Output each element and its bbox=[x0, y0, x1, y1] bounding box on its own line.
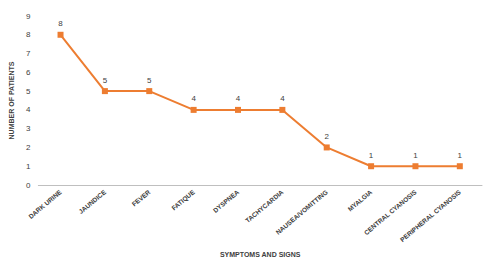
svg-text:5: 5 bbox=[26, 87, 31, 96]
svg-text:7: 7 bbox=[26, 49, 31, 58]
svg-text:1: 1 bbox=[369, 151, 374, 160]
svg-text:1: 1 bbox=[413, 151, 418, 160]
svg-text:4: 4 bbox=[236, 94, 241, 103]
svg-text:2: 2 bbox=[26, 143, 31, 152]
svg-text:FEVER: FEVER bbox=[130, 188, 151, 207]
svg-text:NUMBER OF PATIENTS: NUMBER OF PATIENTS bbox=[8, 61, 15, 139]
svg-text:CENTRAL CYANOSIS: CENTRAL CYANOSIS bbox=[362, 188, 418, 237]
svg-text:JAUNDICE: JAUNDICE bbox=[77, 188, 107, 215]
svg-text:SYMPTOMS AND SIGNS: SYMPTOMS AND SIGNS bbox=[220, 251, 301, 258]
svg-text:8: 8 bbox=[58, 19, 63, 28]
svg-text:4: 4 bbox=[191, 94, 196, 103]
svg-text:2: 2 bbox=[324, 132, 329, 141]
svg-text:MYALGIA: MYALGIA bbox=[346, 188, 373, 212]
svg-text:8: 8 bbox=[26, 30, 31, 39]
svg-text:4: 4 bbox=[26, 105, 31, 114]
svg-text:5: 5 bbox=[103, 76, 108, 85]
svg-text:3: 3 bbox=[26, 124, 31, 133]
svg-text:DARK URINE: DARK URINE bbox=[27, 188, 63, 220]
svg-text:5: 5 bbox=[147, 76, 152, 85]
svg-text:NAUSEA/VOMITTING: NAUSEA/VOMITTING bbox=[274, 188, 329, 235]
svg-text:DYSPNEA: DYSPNEA bbox=[212, 188, 241, 214]
svg-text:1: 1 bbox=[458, 151, 463, 160]
svg-text:FATIQUE: FATIQUE bbox=[170, 188, 197, 212]
svg-text:TACHYCARDIA: TACHYCARDIA bbox=[244, 188, 285, 224]
svg-text:9: 9 bbox=[26, 12, 31, 21]
svg-text:0: 0 bbox=[26, 181, 31, 190]
svg-text:6: 6 bbox=[26, 68, 31, 77]
svg-text:PERIPHERAL CYANOSIS: PERIPHERAL CYANOSIS bbox=[399, 188, 463, 243]
svg-text:4: 4 bbox=[280, 94, 285, 103]
svg-text:1: 1 bbox=[26, 162, 31, 171]
